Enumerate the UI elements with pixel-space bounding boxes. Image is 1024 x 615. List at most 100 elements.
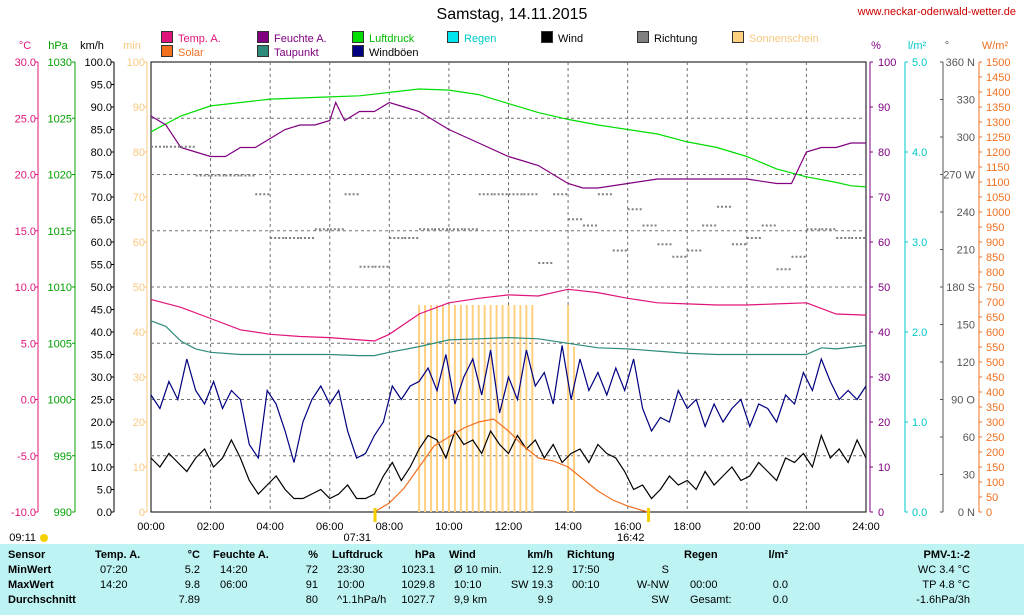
weather-chart: 30.025.020.015.010.05.00.0-5.0-10.010301… xyxy=(9,40,1010,544)
axis-tick-humidity_pct: 70 xyxy=(878,192,890,204)
axis-tick-temp_c: -10.0 xyxy=(11,507,36,519)
direction-dot xyxy=(710,224,713,227)
direction-dot xyxy=(676,255,679,258)
legend-item: Windböen xyxy=(352,45,419,59)
direction-dot xyxy=(255,193,258,196)
direction-dot xyxy=(359,265,362,268)
direction-dot xyxy=(270,237,273,239)
direction-dot xyxy=(776,268,779,271)
direction-dot xyxy=(427,228,430,231)
direction-dot xyxy=(438,228,441,231)
legend-item: Solar xyxy=(161,45,204,59)
direction-dot xyxy=(731,243,734,246)
direction-dot xyxy=(446,228,449,231)
direction-dot xyxy=(159,145,161,148)
axis-tick-solar_wm2: 900 xyxy=(986,237,1004,249)
stats-cell-t-time: 14:20 xyxy=(100,579,128,591)
stats-header-temp-unit: °C xyxy=(187,549,200,561)
direction-dot xyxy=(282,237,285,239)
legend-label: Wind xyxy=(558,33,584,45)
direction-dot xyxy=(612,249,615,252)
direction-dot xyxy=(341,228,344,231)
axis-unit-sun_min: min xyxy=(123,40,141,52)
x-tick-label: 04:00 xyxy=(256,521,284,533)
axis-tick-solar_wm2: 550 xyxy=(986,342,1004,354)
stats-header-pressure-unit: hPa xyxy=(414,549,435,561)
left-marker-label: 09:11 xyxy=(9,532,36,544)
axis-tick-solar_wm2: 650 xyxy=(986,312,1004,324)
direction-dot xyxy=(735,243,738,246)
direction-dot xyxy=(165,145,168,148)
stats-cell-w-time: 9,9 km xyxy=(454,594,488,606)
direction-dot xyxy=(155,145,157,148)
x-tick-label: 08:00 xyxy=(376,521,404,533)
stats-cell-w-val: SW 19.3 xyxy=(510,579,553,591)
direction-dot xyxy=(267,193,270,196)
axis-tick-wind_kmh: 20.0 xyxy=(91,417,112,429)
direction-dot xyxy=(285,237,288,239)
direction-dot xyxy=(561,193,564,196)
direction-dot xyxy=(580,218,583,221)
direction-dot xyxy=(546,262,549,264)
stats-cell-label: MinWert xyxy=(8,564,52,576)
direction-dot xyxy=(829,228,832,231)
direction-dot xyxy=(356,193,359,196)
direction-dot xyxy=(795,255,798,258)
direction-dot xyxy=(721,205,724,208)
axis-tick-rain_lm2: 2.0 xyxy=(912,327,927,339)
direction-dot xyxy=(706,224,709,227)
axis-tick-sun_min: 50 xyxy=(133,282,145,294)
direction-dot xyxy=(482,193,485,196)
direction-dot xyxy=(616,249,619,252)
axis-tick-solar_wm2: 1300 xyxy=(986,117,1010,129)
direction-dot xyxy=(259,193,262,196)
direction-dot xyxy=(624,249,627,252)
series-line-luftdruck xyxy=(150,88,867,188)
stats-cell-p-time: ^1.1hPa/h xyxy=(337,594,387,606)
direction-dot xyxy=(307,237,310,239)
axis-tick-sun_min: 90 xyxy=(133,102,145,114)
axis-tick-direction_deg: 30 xyxy=(963,470,975,482)
axis-tick-solar_wm2: 150 xyxy=(986,462,1004,474)
x-tick-label: 18:00 xyxy=(673,521,701,533)
direction-dot xyxy=(717,205,720,208)
direction-dot xyxy=(844,237,847,239)
direction-dot xyxy=(478,193,481,196)
direction-dot xyxy=(173,145,176,148)
sunrise-label: 07:31 xyxy=(344,532,372,544)
axis-unit-rain_lm2: l/m² xyxy=(908,40,927,52)
direction-dot xyxy=(814,228,817,231)
direction-dot xyxy=(297,237,300,239)
series-line-solar xyxy=(374,418,649,513)
stats-cell-x: WC 3.4 °C xyxy=(917,564,970,576)
legend-swatch xyxy=(447,31,459,43)
direction-dot xyxy=(654,224,657,227)
axis-tick-solar_wm2: 1500 xyxy=(986,57,1010,69)
stats-header-direction: Richtung xyxy=(567,549,615,561)
direction-dot xyxy=(531,193,534,196)
left-sun-icon xyxy=(40,534,48,542)
axis-tick-wind_kmh: 95.0 xyxy=(91,80,112,92)
axis-tick-sun_min: 40 xyxy=(133,327,145,339)
stats-header-sensor: Sensor xyxy=(8,549,46,561)
direction-dot xyxy=(848,237,851,239)
axis-tick-pressure_hpa: 1020 xyxy=(48,170,72,182)
axis-tick-humidity_pct: 10 xyxy=(878,462,890,474)
direction-dot xyxy=(508,193,511,196)
axis-tick-solar_wm2: 350 xyxy=(986,402,1004,414)
axis-tick-pressure_hpa: 1015 xyxy=(48,226,72,238)
x-tick-label: 06:00 xyxy=(316,521,344,533)
direction-dot xyxy=(177,145,180,148)
axis-tick-pressure_hpa: 1010 xyxy=(48,282,72,294)
direction-dot xyxy=(769,224,772,227)
site-url[interactable]: www.neckar-odenwald-wetter.de xyxy=(857,6,1016,18)
axis-tick-sun_min: 60 xyxy=(133,237,145,249)
direction-dot xyxy=(210,174,213,177)
series-line-windb-en xyxy=(150,345,867,463)
x-tick-label: 16:00 xyxy=(614,521,642,533)
direction-dot xyxy=(490,193,493,196)
direction-dot xyxy=(743,243,746,246)
direction-dot xyxy=(303,237,306,239)
axis-tick-solar_wm2: 1050 xyxy=(986,192,1010,204)
legend-swatch xyxy=(637,31,649,43)
